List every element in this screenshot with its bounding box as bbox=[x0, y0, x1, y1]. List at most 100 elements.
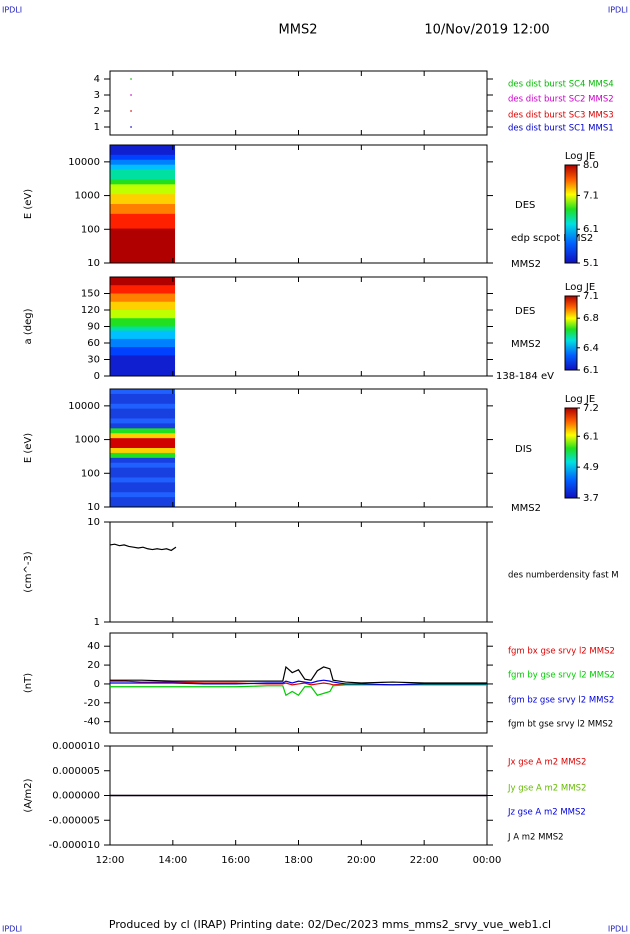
spectrogram-cell bbox=[110, 338, 176, 344]
colorbar-tick-label: 6.1 bbox=[583, 365, 599, 376]
y-tick-label: -40 bbox=[84, 717, 100, 728]
spectrogram-cell bbox=[110, 145, 176, 151]
y-tick-label: 10 bbox=[87, 517, 100, 528]
spectrogram-cell bbox=[110, 289, 176, 294]
series-line bbox=[110, 684, 487, 697]
y-tick-label: 3 bbox=[94, 90, 100, 101]
point bbox=[130, 78, 132, 80]
y-tick-label: 120 bbox=[81, 305, 100, 316]
legend-entry: des dist burst SC3 MMS3 bbox=[508, 111, 614, 121]
x-tick-label: 22:00 bbox=[410, 855, 439, 866]
panel-label: DES bbox=[515, 306, 535, 317]
spectrogram-cell bbox=[110, 367, 176, 373]
spectrogram-cell bbox=[110, 204, 176, 210]
legend-entry: J A m2 MMS2 bbox=[507, 833, 564, 843]
spectrogram-cell bbox=[110, 363, 176, 369]
y-tick-label: -20 bbox=[84, 698, 100, 709]
panel-label: MMS2 bbox=[511, 503, 541, 514]
spectrogram-cell bbox=[110, 208, 176, 215]
y-tick-label: 2 bbox=[94, 106, 100, 117]
spectrogram-cell bbox=[110, 502, 176, 508]
y-axis-label: (nT) bbox=[23, 673, 34, 693]
spectrogram-cell bbox=[110, 351, 176, 356]
spectrogram-cell bbox=[110, 497, 176, 503]
spectrogram-cell bbox=[110, 423, 176, 429]
x-tick-label: 20:00 bbox=[347, 855, 376, 866]
colorbar-tick-label: 4.9 bbox=[583, 462, 599, 473]
spectrogram-cell bbox=[110, 297, 176, 303]
spectrogram-cell bbox=[110, 238, 176, 244]
spectrogram-cell bbox=[110, 334, 176, 340]
spectrogram-cell bbox=[110, 472, 176, 478]
panel-label: MMS2 bbox=[511, 259, 541, 270]
y-tick-label: 150 bbox=[81, 289, 100, 300]
colorbar-tick-label: 7.1 bbox=[583, 190, 599, 201]
y-axis-label: (A/m2) bbox=[23, 778, 34, 812]
corner-mark: IPDLI bbox=[2, 6, 22, 15]
spectrogram-cell bbox=[110, 359, 176, 365]
panel-frame bbox=[109, 70, 488, 136]
colorbar bbox=[564, 164, 578, 264]
legend-entry: Jz gse A m2 MMS2 bbox=[507, 808, 586, 818]
panel-label: MMS2 bbox=[511, 339, 541, 350]
y-tick-label: 0.000005 bbox=[52, 766, 100, 777]
y-tick-label: 100 bbox=[81, 224, 100, 235]
y-tick-label: 20 bbox=[87, 660, 100, 671]
spectrogram-cell bbox=[110, 403, 176, 410]
spectrogram-cell bbox=[110, 301, 176, 307]
y-tick-label: 4 bbox=[94, 74, 100, 85]
spectrogram-cell bbox=[110, 228, 176, 234]
panel-label: DIS bbox=[515, 444, 532, 455]
spectrogram-cell bbox=[110, 248, 176, 254]
spectrogram-cell bbox=[110, 277, 176, 282]
colorbar-tick-label: 3.7 bbox=[583, 493, 599, 504]
spectrogram-cell bbox=[110, 438, 176, 444]
series-line bbox=[110, 679, 487, 686]
y-tick-label: 30 bbox=[87, 355, 100, 366]
spectrogram-cell bbox=[110, 174, 176, 180]
date: 10/Nov/2019 12:00 bbox=[424, 23, 549, 38]
title: MMS2 bbox=[279, 23, 318, 38]
colorbar-tick-label: 6.1 bbox=[583, 224, 599, 235]
spectrogram-cell bbox=[110, 393, 176, 400]
corner-mark: IPDLI bbox=[608, 6, 628, 15]
spectrogram-cell bbox=[110, 467, 176, 474]
spectrogram-cell bbox=[110, 149, 176, 156]
y-tick-label: -0.000005 bbox=[49, 815, 100, 826]
y-tick-label: -0.000010 bbox=[49, 840, 100, 851]
y-tick-label: 10000 bbox=[68, 401, 100, 412]
spectrogram-cell bbox=[110, 194, 176, 200]
x-tick-label: 18:00 bbox=[284, 855, 313, 866]
spectrogram-cell bbox=[110, 293, 176, 299]
spectrogram-cell bbox=[110, 326, 176, 332]
legend-entry: Jy gse A m2 MMS2 bbox=[507, 784, 586, 794]
legend-entry: des numberdensity fast M bbox=[508, 571, 619, 581]
spectrogram-cell bbox=[110, 482, 176, 488]
y-tick-label: 90 bbox=[87, 322, 100, 333]
corner-mark: IPDLI bbox=[2, 925, 22, 934]
spectrogram-cell bbox=[110, 452, 176, 459]
y-tick-label: 1 bbox=[94, 617, 100, 628]
colorbar-tick-label: 8.0 bbox=[583, 160, 599, 171]
spectrogram-cell bbox=[110, 492, 176, 498]
spectrogram-cell bbox=[110, 355, 176, 360]
spectrogram-cell bbox=[110, 199, 176, 205]
colorbar-tick-label: 7.2 bbox=[583, 403, 599, 414]
legend-entry: fgm bx gse srvy l2 MMS2 bbox=[508, 647, 615, 657]
panel-label: edp scpot MMS2 bbox=[511, 233, 593, 244]
colorbar-title: Log JE bbox=[565, 151, 595, 162]
y-tick-label: 1000 bbox=[75, 435, 100, 446]
spectrogram-cell bbox=[110, 448, 176, 454]
y-tick-label: 10 bbox=[87, 258, 100, 269]
x-tick-label: 12:00 bbox=[96, 855, 125, 866]
corner-mark: IPDLI bbox=[608, 925, 628, 934]
point bbox=[130, 126, 132, 128]
spectrogram-cell bbox=[110, 159, 176, 166]
spectrogram-cell bbox=[110, 418, 176, 424]
y-tick-label: 40 bbox=[87, 641, 100, 652]
spectrogram-cell bbox=[110, 179, 176, 185]
spectrogram-cell bbox=[110, 233, 176, 239]
y-tick-label: 0.000010 bbox=[52, 741, 100, 752]
spectrogram-cell bbox=[110, 164, 176, 171]
